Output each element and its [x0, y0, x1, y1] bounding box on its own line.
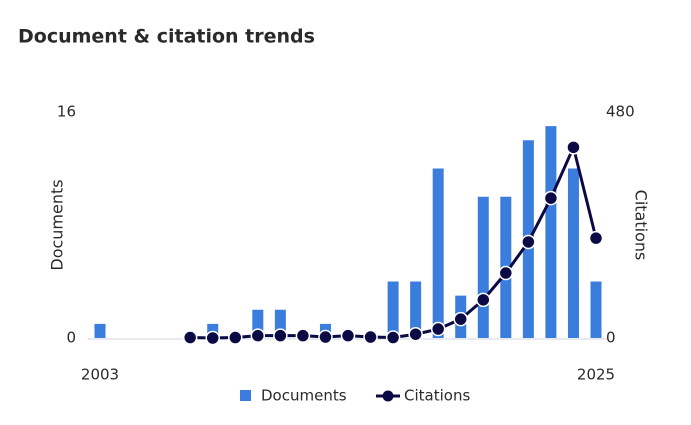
- bar: [432, 168, 444, 338]
- y-tick-label: 0: [66, 329, 76, 347]
- bar: [545, 126, 557, 338]
- marker: [453, 311, 468, 327]
- bar: [387, 281, 399, 338]
- marker: [228, 330, 243, 345]
- bar: [477, 196, 489, 338]
- y-tick-label: 16: [57, 103, 76, 121]
- marker: [318, 329, 333, 345]
- y2-tick-label: 0: [606, 329, 616, 347]
- marker: [566, 140, 581, 155]
- marker: [588, 230, 604, 246]
- y2-tick-label: 480: [606, 103, 635, 121]
- marker: [205, 330, 220, 346]
- bar: [274, 309, 286, 338]
- legend-swatch: [382, 390, 394, 402]
- marker: [543, 190, 559, 206]
- marker: [408, 326, 423, 342]
- marker: [476, 292, 491, 308]
- marker: [521, 234, 536, 250]
- x-tick-label: 2025: [577, 366, 615, 384]
- y2-axis-title: Citations: [632, 190, 651, 261]
- legend-label: Citations: [404, 387, 470, 405]
- bar: [590, 281, 602, 338]
- marker: [430, 321, 446, 337]
- marker: [273, 328, 288, 343]
- bar: [567, 168, 579, 338]
- marker: [385, 330, 401, 345]
- marker: [498, 265, 514, 281]
- chart-title: Document & citation trends: [18, 26, 315, 48]
- marker: [363, 329, 378, 345]
- marker: [182, 330, 198, 345]
- legend-swatch: [240, 390, 251, 401]
- legend-label: Documents: [261, 387, 347, 405]
- bar: [94, 323, 106, 338]
- marker: [295, 328, 311, 343]
- bar: [410, 281, 422, 338]
- x-tick-label: 2003: [81, 366, 119, 384]
- y-axis-title: Documents: [48, 179, 67, 270]
- marker: [250, 328, 266, 343]
- bar: [252, 309, 264, 338]
- marker: [340, 328, 356, 343]
